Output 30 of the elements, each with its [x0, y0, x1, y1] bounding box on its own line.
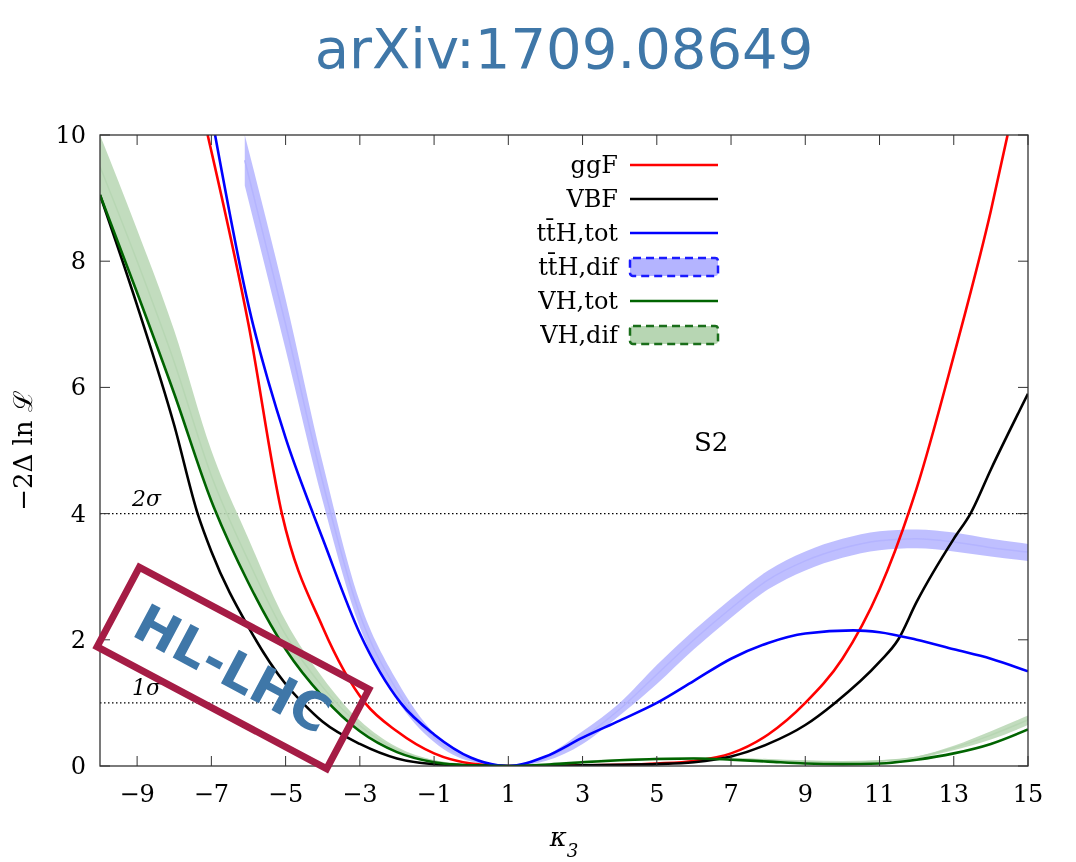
- annotation: S2: [693, 426, 729, 457]
- x-tick-label: 13: [938, 780, 970, 808]
- x-tick-label: 9: [797, 780, 813, 808]
- x-tick-label: 7: [723, 780, 739, 808]
- x-tick-label: 1: [500, 780, 516, 808]
- y-tick-label: 8: [70, 247, 86, 276]
- x-tick-label: −9: [119, 780, 155, 808]
- x-tick-label: 11: [864, 780, 895, 808]
- y-tick-label: 4: [70, 499, 86, 528]
- x-axis-title: κ$_{3}$: [548, 822, 579, 861]
- ref-line-label: 2σ: [131, 485, 162, 511]
- x-tick-label: −7: [193, 780, 230, 808]
- x-tick-label: −1: [416, 780, 452, 808]
- x-tick-label: 5: [649, 780, 665, 808]
- legend-label: VBF: [565, 185, 618, 213]
- y-tick-label: 2: [70, 625, 86, 654]
- y-axis-title: −2Δ ln ℒ: [8, 390, 38, 511]
- x-tick-label: 3: [574, 780, 591, 808]
- legend-label: tt̄H,tot: [536, 217, 619, 247]
- legend-label: VH,dif: [539, 321, 621, 349]
- legend-label: tt̄H,dif: [538, 251, 621, 281]
- y-tick-label: 10: [55, 121, 86, 149]
- legend-label: ggF: [570, 151, 618, 179]
- x-tick-label: −3: [342, 780, 378, 808]
- x-tick-label: 15: [1012, 780, 1044, 808]
- x-tick-label: −5: [267, 780, 304, 808]
- y-tick-label: 6: [70, 373, 86, 402]
- chart-title: arXiv:1709.08649: [314, 16, 814, 81]
- legend-label: VH,tot: [537, 287, 619, 315]
- y-tick-label: 0: [70, 752, 86, 780]
